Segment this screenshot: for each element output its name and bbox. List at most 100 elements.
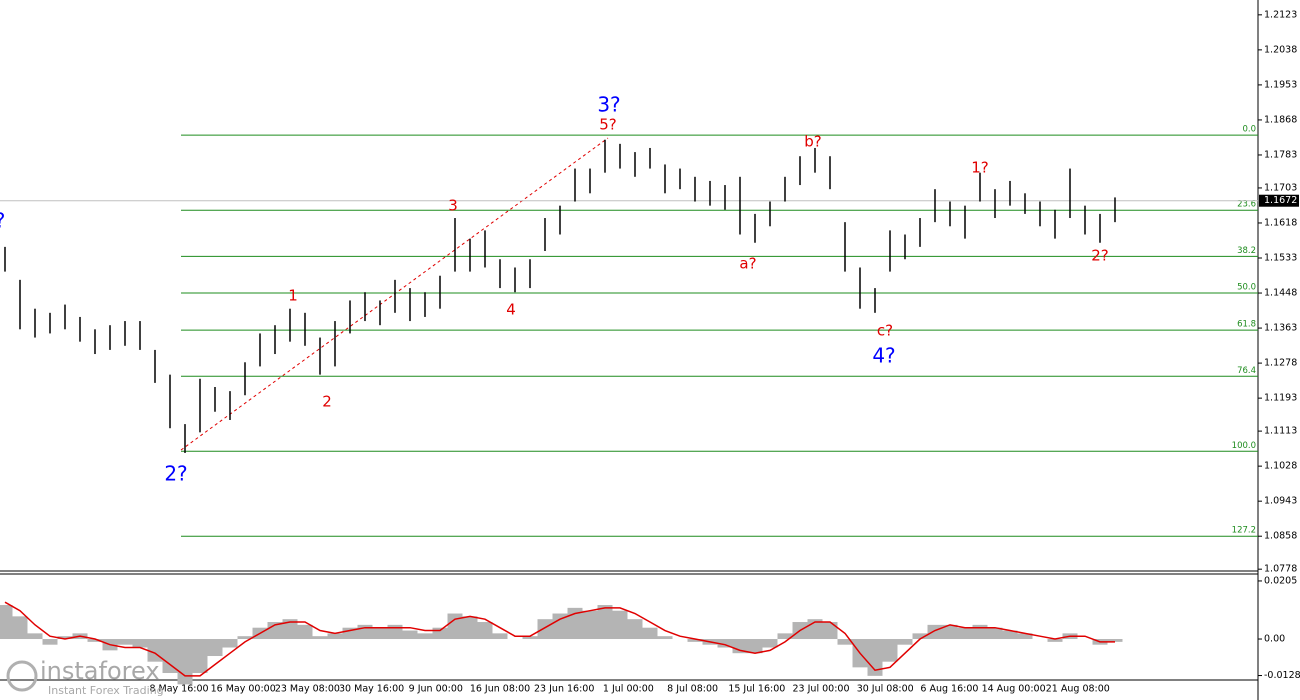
x-tick-label: 8 May 16:00 <box>149 684 208 695</box>
y-tick-label: 1.1028 <box>1264 461 1297 472</box>
y-tick-label: 1.1193 <box>1264 393 1297 404</box>
histogram-bar <box>237 636 253 640</box>
histogram-bar <box>327 633 343 640</box>
x-tick-label: 8 Jul 08:00 <box>667 684 718 695</box>
histogram-bar <box>612 610 628 640</box>
histogram-bar <box>1017 633 1033 640</box>
fib-label: 100.0 <box>1232 441 1256 451</box>
x-tick-label: 23 Jul 00:00 <box>793 684 850 695</box>
x-tick-label: 16 May 00:00 <box>211 684 276 695</box>
histogram-bar <box>642 627 658 640</box>
x-tick-label: 1 Jul 00:00 <box>603 684 654 695</box>
watermark-brand: instaforex <box>40 657 160 685</box>
y-tick-label: 1.1783 <box>1264 149 1297 160</box>
histogram-bar <box>582 610 598 640</box>
watermark-tagline: Instant Forex Trading <box>48 684 164 697</box>
y-tick-label: 1.0858 <box>1264 531 1297 542</box>
x-tick-label: 16 Jun 08:00 <box>470 684 530 695</box>
histogram-bar <box>462 616 478 640</box>
fib-label: 0.0 <box>1242 125 1256 135</box>
x-tick-label: 6 Aug 16:00 <box>920 684 978 695</box>
histogram-bar <box>342 627 358 640</box>
x-tick-label: 9 Jun 00:00 <box>409 684 463 695</box>
histogram-bar <box>27 633 43 640</box>
histogram-bar <box>837 639 853 645</box>
wave-label: 1 <box>288 287 298 305</box>
y-tick-label: 1.2123 <box>1264 9 1297 20</box>
y-tick-label: 1.1703 <box>1264 182 1297 193</box>
wave-label: b? <box>804 133 821 151</box>
histogram-bar <box>297 624 313 640</box>
y-tick-label: 1.1113 <box>1264 426 1297 437</box>
x-tick-label: 23 May 08:00 <box>275 684 340 695</box>
histogram-bar <box>1107 639 1123 642</box>
y-tick-label: 1.1953 <box>1264 79 1297 90</box>
histogram-bar <box>1002 630 1018 640</box>
y-tick-label: 1.0778 <box>1264 564 1297 575</box>
histogram-bar <box>477 622 493 640</box>
y-tick-label: 0.00 <box>1264 634 1285 645</box>
wave-label: 4? <box>872 344 895 368</box>
histogram-bar <box>177 639 193 685</box>
last-price-box <box>1259 194 1299 207</box>
y-tick-label: 1.1363 <box>1264 323 1297 334</box>
fib-label: 127.2 <box>1232 526 1256 536</box>
wave-label: 4 <box>506 301 516 319</box>
y-tick-label: 1.1448 <box>1264 288 1297 299</box>
fib-label: 76.4 <box>1237 366 1256 376</box>
signal-line <box>4 601 1115 677</box>
fib-label: 50.0 <box>1237 283 1256 293</box>
wave-label: 2? <box>164 462 187 486</box>
y-tick-label: 1.1868 <box>1264 114 1297 125</box>
wave-label: 1? <box>971 159 989 177</box>
y-tick-label: 1.1618 <box>1264 217 1297 228</box>
histogram-bar <box>132 639 148 648</box>
histogram-bar <box>312 636 328 640</box>
histogram-bar <box>762 639 778 648</box>
x-tick-label: 14 Aug 00:00 <box>982 684 1046 695</box>
histogram-bar <box>627 619 643 640</box>
histogram-bar <box>717 639 733 648</box>
histogram-bar <box>522 636 538 640</box>
histogram-bar <box>1047 639 1063 642</box>
histogram-bar <box>552 613 568 640</box>
histogram-bar <box>417 633 433 640</box>
x-tick-label: 30 May 16:00 <box>339 684 404 695</box>
wave-label: 5? <box>599 116 617 134</box>
histogram-bar <box>987 627 1003 640</box>
histogram-bar <box>957 627 973 640</box>
y-tick-label: 1.1278 <box>1264 358 1297 369</box>
x-tick-label: 15 Jul 16:00 <box>728 684 785 695</box>
fib-label: 61.8 <box>1237 320 1256 330</box>
histogram-bar <box>882 639 898 662</box>
x-tick-label: 30 Jul 08:00 <box>857 684 914 695</box>
histogram-bar <box>777 633 793 640</box>
fib-label: 23.6 <box>1237 200 1256 210</box>
y-tick-label: 0.0205 <box>1264 575 1297 586</box>
histogram-bar <box>927 624 943 640</box>
histogram-bar <box>822 622 838 640</box>
histogram-bar <box>447 613 463 640</box>
histogram-bar <box>912 633 928 640</box>
y-tick-label: 1.1533 <box>1264 253 1297 264</box>
wave-label: 3 <box>448 197 458 215</box>
wave-label: c? <box>877 322 893 340</box>
fib-label: 38.2 <box>1237 246 1256 256</box>
histogram-bar <box>42 639 58 645</box>
wave-label: a? <box>739 255 756 273</box>
histogram-bar <box>12 616 28 640</box>
last-price-label: 1.1672 <box>1264 195 1297 206</box>
histogram-bar <box>0 605 13 640</box>
histogram-bar <box>57 636 73 640</box>
histogram-bar <box>162 639 178 674</box>
histogram-bar <box>402 630 418 640</box>
histogram-bar <box>282 619 298 640</box>
x-tick-label: 23 Jun 16:00 <box>534 684 594 695</box>
wave-label: ? <box>0 209 5 233</box>
histogram-bar <box>372 627 388 640</box>
wave-label: 2 <box>322 393 332 411</box>
y-tick-label: 1.2038 <box>1264 44 1297 55</box>
histogram-bar <box>687 639 703 642</box>
